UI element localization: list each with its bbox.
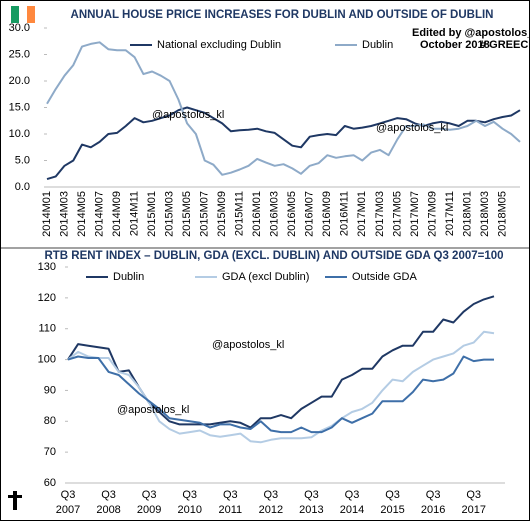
legend-label: GDA (excl Dublin) — [222, 271, 309, 283]
data-line — [46, 106, 521, 181]
x-tick-label: Q3 — [466, 489, 481, 501]
credit: October 2018 — [420, 39, 490, 51]
y-tick-label: 25.0 — [9, 48, 30, 60]
x-tick-label: 2015 — [380, 504, 404, 516]
x-tick-label: 2012 — [259, 504, 283, 516]
x-tick-label: 2017 — [461, 504, 485, 516]
x-tick-label: Q3 — [426, 489, 441, 501]
x-tick-label: 2016M05 — [286, 191, 298, 237]
x-tick-label: 2017M01 — [356, 191, 368, 237]
x-tick-label: Q3 — [264, 489, 279, 501]
y-tick-label: 80 — [44, 415, 56, 427]
x-tick-label: 2015M01 — [146, 191, 158, 237]
x-tick-label: 2016M07 — [304, 191, 316, 237]
x-tick-label: Q3 — [223, 489, 238, 501]
chart-title: RTB RENT INDEX – DUBLIN, GDA (EXCL. DUBL… — [44, 250, 503, 262]
x-tick-label: 2016M03 — [269, 191, 281, 237]
annotation: @apostolos_kl — [212, 339, 284, 351]
x-tick-label: 2014M09 — [111, 191, 123, 237]
legend-label: Dublin — [362, 39, 393, 51]
irish-flag — [11, 6, 35, 23]
data-line — [67, 330, 495, 444]
y-tick-label: 15.0 — [9, 101, 30, 113]
x-tick-label: 2018M03 — [479, 191, 491, 237]
y-tick-label: 120 — [38, 292, 56, 304]
cross-icon — [8, 491, 22, 510]
annotation: @apostolos_kl — [376, 122, 448, 134]
x-tick-label: 2015M09 — [216, 191, 228, 237]
x-tick-label: 2014M05 — [76, 191, 88, 237]
x-tick-label: 2015M05 — [181, 191, 193, 237]
annotation: @apostolos_kl — [152, 109, 224, 121]
x-tick-label: 2008 — [96, 504, 120, 516]
x-tick-label: 2016M11 — [339, 191, 351, 236]
x-tick-label: Q3 — [101, 489, 116, 501]
y-tick-label: 60 — [44, 477, 56, 489]
y-tick-label: 100 — [38, 353, 56, 365]
x-tick-label: 2017M05 — [391, 191, 403, 237]
x-tick-label: Q3 — [182, 489, 197, 501]
legend-label: Outside GDA — [352, 271, 417, 283]
legend-label: Dublin — [113, 271, 144, 283]
x-tick-label: 2017M11 — [444, 191, 456, 236]
x-tick-label: 2009 — [137, 504, 161, 516]
y-tick-label: 30.0 — [9, 22, 30, 34]
x-tick-label: 2016 — [421, 504, 445, 516]
x-tick-label: 2014M01 — [41, 191, 53, 237]
y-tick-label: 0.0 — [15, 181, 30, 193]
y-tick-label: 70 — [44, 446, 56, 458]
x-tick-label: 2013 — [299, 504, 323, 516]
y-tick-label: 20.0 — [9, 75, 30, 87]
credit: # GREECE — [480, 39, 530, 51]
y-tick-label: 10.0 — [9, 128, 30, 140]
legend-label: National excluding Dublin — [157, 39, 281, 51]
x-tick-label: Q3 — [61, 489, 76, 501]
x-tick-label: 2018M05 — [496, 191, 508, 237]
x-tick-label: 2017M09 — [426, 191, 438, 237]
annotation: @apostolos_kl — [117, 404, 189, 416]
x-tick-label: 2011 — [218, 504, 242, 516]
x-tick-label: Q3 — [345, 489, 360, 501]
x-tick-label: 2015M03 — [164, 191, 176, 237]
y-tick-label: 90 — [44, 384, 56, 396]
x-tick-label: 2010 — [177, 504, 201, 516]
y-tick-label: 5.0 — [15, 154, 30, 166]
data-line — [46, 41, 521, 176]
x-tick-label: 2018M01 — [461, 191, 473, 237]
x-tick-label: 2007 — [56, 504, 80, 516]
x-tick-label: 2015M11 — [234, 191, 246, 236]
x-tick-label: 2014M03 — [58, 191, 70, 237]
chart-title: ANNUAL HOUSE PRICE INCREASES FOR DUBLIN … — [71, 9, 494, 21]
x-tick-label: 2016M09 — [321, 191, 333, 237]
x-tick-label: 2017M07 — [409, 191, 421, 237]
x-tick-label: Q3 — [142, 489, 157, 501]
x-tick-label: 2014M11 — [128, 191, 140, 236]
y-tick-label: 110 — [38, 323, 56, 335]
x-tick-label: 2016M01 — [251, 191, 263, 237]
data-line — [67, 355, 494, 434]
x-tick-label: 2017M03 — [374, 191, 386, 237]
x-tick-label: 2015M07 — [199, 191, 211, 237]
x-tick-label: 2014M07 — [93, 191, 105, 237]
x-tick-label: 2014 — [340, 504, 364, 516]
x-tick-label: Q3 — [385, 489, 400, 501]
x-tick-label: Q3 — [304, 489, 319, 501]
credit: Edited by @apostolos_kl — [412, 27, 530, 39]
y-tick-label: 130 — [38, 261, 56, 273]
